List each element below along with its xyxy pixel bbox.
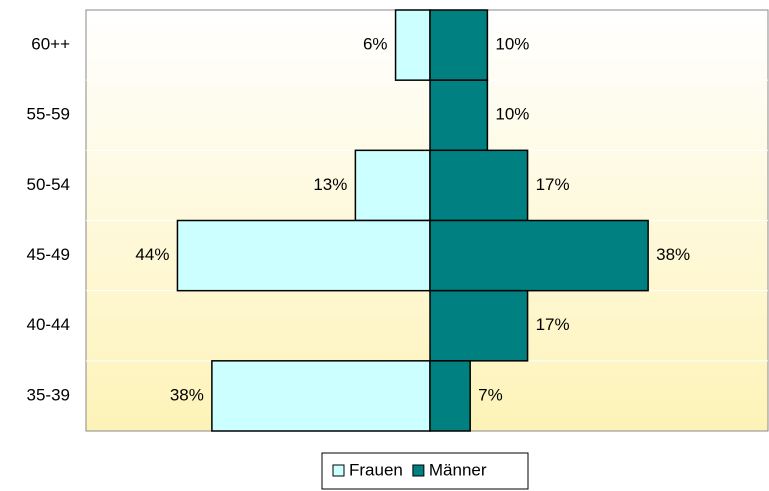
- y-tick-label: 60++: [31, 35, 70, 54]
- bar: [429, 9, 489, 81]
- y-tick-label: 35-39: [27, 385, 70, 404]
- bar: [354, 149, 431, 222]
- data-label: 17%: [536, 175, 570, 194]
- bar: [429, 360, 471, 432]
- y-tick-label: 50-54: [27, 175, 70, 194]
- data-label: 38%: [170, 385, 204, 404]
- data-label: 13%: [313, 175, 347, 194]
- bar: [211, 360, 431, 432]
- data-label: 44%: [135, 245, 169, 264]
- bar: [429, 219, 649, 292]
- legend-box: [321, 452, 529, 490]
- bar: [429, 79, 489, 152]
- bar: [394, 9, 431, 81]
- bar: [176, 219, 431, 292]
- data-label: 6%: [363, 35, 388, 54]
- data-label: 10%: [495, 105, 529, 124]
- y-tick-label: 40-44: [27, 315, 70, 334]
- bar: [429, 289, 529, 362]
- data-label: 10%: [495, 35, 529, 54]
- legend-swatch: [332, 464, 345, 477]
- data-label: 17%: [536, 315, 570, 334]
- bar: [429, 149, 529, 222]
- legend-swatch: [412, 464, 425, 477]
- y-tick-label: 45-49: [27, 245, 70, 264]
- data-label: 38%: [656, 245, 690, 264]
- y-tick-label: 55-59: [27, 105, 70, 124]
- legend-label: Männer: [429, 460, 487, 479]
- data-label: 7%: [478, 385, 503, 404]
- legend-label: Frauen: [349, 460, 403, 479]
